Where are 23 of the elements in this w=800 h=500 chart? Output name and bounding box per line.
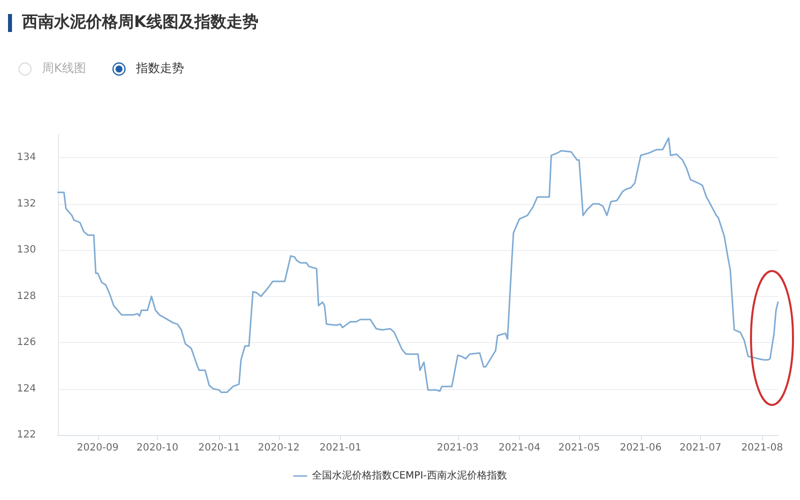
x-tick-label: 2021-08	[741, 442, 783, 454]
y-tick-label: 126	[16, 337, 36, 348]
x-tick-label: 2021-01	[320, 442, 362, 454]
text: 周K线图	[42, 60, 86, 77]
x-tick-label: 2020-10	[136, 442, 178, 454]
y-tick-label: 124	[16, 383, 36, 394]
y-tick-label: 122	[16, 430, 36, 440]
legend-label: 全国水泥价格指数CEMPI-西南水泥价格指数	[312, 470, 507, 482]
x-tick-label: 2020-12	[258, 442, 300, 454]
x-tick-label: 2021-04	[498, 442, 540, 454]
y-tick-label: 128	[16, 290, 36, 302]
y-tick-label: 130	[16, 244, 36, 256]
x-tick-label: 2021-07	[680, 442, 722, 454]
x-tick-label: 2020-09	[76, 442, 119, 454]
text: 指数走势	[136, 60, 184, 77]
chart-title: 西南水泥价格周K线图及指数走势	[22, 12, 258, 33]
line-series	[57, 137, 779, 393]
x-tick-label: 2021-03	[436, 442, 479, 454]
x-tick-label: 2021-06	[620, 442, 662, 454]
x-tick-label: 2021-05	[558, 442, 600, 454]
y-tick-label: 134	[16, 152, 36, 164]
y-tick-label: 132	[16, 198, 36, 210]
x-tick-label: 2020-11	[198, 442, 240, 454]
